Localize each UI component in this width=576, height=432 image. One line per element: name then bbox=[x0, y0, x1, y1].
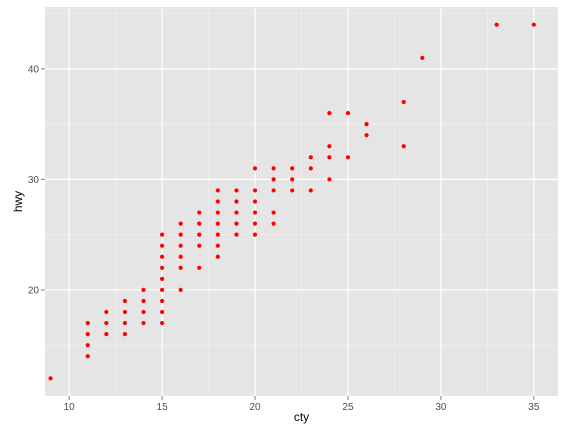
data-point bbox=[197, 265, 202, 270]
data-point bbox=[159, 309, 165, 315]
data-point bbox=[271, 210, 276, 215]
data-point bbox=[290, 188, 295, 193]
data-point bbox=[290, 166, 295, 171]
data-point bbox=[401, 99, 406, 105]
data-point bbox=[197, 232, 202, 237]
data-point bbox=[252, 232, 258, 237]
data-point bbox=[141, 287, 146, 293]
data-point bbox=[345, 110, 351, 116]
data-point bbox=[104, 309, 109, 315]
data-point bbox=[271, 177, 276, 182]
major-gridlines bbox=[45, 7, 558, 396]
data-point bbox=[308, 155, 313, 160]
data-point bbox=[215, 243, 220, 248]
data-point bbox=[159, 243, 165, 248]
data-point bbox=[494, 22, 499, 27]
data-point bbox=[308, 166, 313, 171]
data-point bbox=[271, 166, 276, 171]
data-point bbox=[327, 177, 332, 182]
data-point bbox=[215, 199, 220, 204]
data-point bbox=[252, 166, 258, 171]
data-point bbox=[85, 320, 90, 326]
data-point bbox=[122, 320, 128, 326]
data-point bbox=[159, 320, 165, 326]
data-point bbox=[141, 298, 146, 304]
y-tick-label: 30 bbox=[28, 175, 40, 186]
y-axis-ticks: 20 30 40 bbox=[28, 64, 45, 296]
x-tick-label: 10 bbox=[64, 402, 76, 413]
data-point bbox=[122, 332, 128, 337]
data-point bbox=[159, 265, 165, 270]
y-tick-label: 40 bbox=[28, 64, 40, 75]
data-point bbox=[215, 221, 220, 226]
data-point bbox=[85, 354, 90, 359]
data-point bbox=[178, 254, 183, 259]
data-point bbox=[159, 254, 165, 259]
data-point bbox=[531, 22, 536, 27]
data-points bbox=[48, 22, 536, 381]
data-point bbox=[178, 232, 183, 237]
data-point bbox=[104, 332, 109, 337]
data-point bbox=[364, 122, 369, 127]
minor-gridlines bbox=[45, 7, 558, 396]
data-point bbox=[234, 199, 239, 204]
data-point bbox=[178, 221, 183, 226]
x-tick-label: 30 bbox=[435, 402, 447, 413]
data-point bbox=[178, 265, 183, 270]
data-point bbox=[234, 210, 239, 215]
data-point bbox=[159, 298, 165, 304]
data-point bbox=[234, 188, 239, 193]
x-tick-label: 25 bbox=[342, 402, 354, 413]
data-point bbox=[252, 188, 258, 193]
data-point bbox=[104, 320, 109, 326]
data-point bbox=[159, 276, 165, 281]
x-axis-ticks: 10 15 20 25 30 35 bbox=[64, 396, 540, 413]
y-axis-title: hwy bbox=[11, 191, 25, 212]
data-point bbox=[234, 232, 239, 237]
data-point bbox=[327, 144, 332, 149]
data-point bbox=[48, 376, 53, 381]
data-point bbox=[215, 188, 220, 193]
data-point bbox=[364, 133, 369, 138]
x-tick-label: 35 bbox=[528, 402, 540, 413]
data-point bbox=[290, 177, 295, 182]
data-point bbox=[308, 188, 313, 193]
x-axis-title: cty bbox=[294, 410, 309, 424]
y-tick-label: 20 bbox=[28, 285, 40, 296]
data-point bbox=[197, 221, 202, 226]
data-point bbox=[122, 298, 128, 304]
data-point bbox=[234, 221, 239, 226]
x-tick-label: 20 bbox=[249, 402, 261, 413]
data-point bbox=[252, 221, 258, 226]
data-point bbox=[327, 110, 332, 116]
data-point bbox=[420, 55, 425, 60]
data-point bbox=[122, 309, 128, 315]
data-point bbox=[141, 320, 146, 326]
data-point bbox=[215, 232, 220, 237]
data-point bbox=[178, 287, 183, 293]
data-point bbox=[401, 144, 406, 149]
data-point bbox=[327, 155, 332, 160]
data-point bbox=[215, 210, 220, 215]
data-point bbox=[215, 254, 220, 259]
data-point bbox=[85, 343, 90, 348]
data-point bbox=[197, 210, 202, 215]
data-point bbox=[197, 243, 202, 248]
data-point bbox=[178, 243, 183, 248]
data-point bbox=[159, 287, 165, 293]
data-point bbox=[159, 232, 165, 237]
data-point bbox=[252, 210, 258, 215]
data-point bbox=[271, 188, 276, 193]
data-point bbox=[252, 199, 258, 204]
data-point bbox=[141, 309, 146, 315]
data-point bbox=[345, 155, 351, 160]
x-tick-label: 15 bbox=[157, 402, 169, 413]
data-point bbox=[85, 332, 90, 337]
data-point bbox=[271, 221, 276, 226]
